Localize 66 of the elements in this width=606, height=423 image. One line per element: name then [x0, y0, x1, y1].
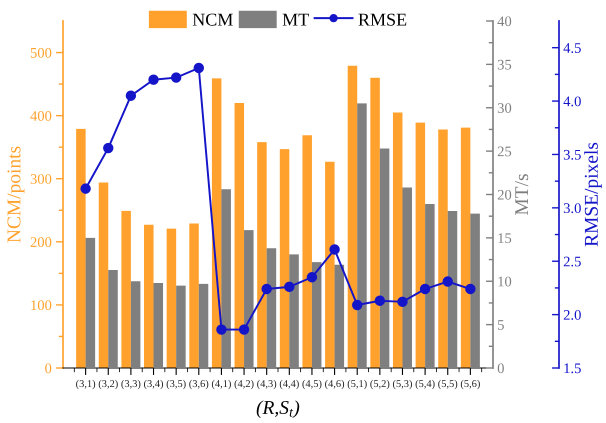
x-tick-label: (3,1) — [76, 380, 96, 390]
point — [329, 244, 340, 255]
y3-tick-label: 4.5 — [563, 43, 581, 53]
point — [103, 142, 114, 154]
x-tick-label: (5,6) — [460, 380, 480, 390]
y-axis-title: NCM/points — [7, 146, 24, 243]
x-tick-label: (3,6) — [189, 380, 208, 390]
y-tick-label: 300 — [30, 174, 52, 184]
x-tick-label: (5,4) — [416, 380, 435, 390]
x-tick-label: (4,3) — [257, 380, 276, 390]
point — [420, 284, 430, 294]
y-tick-label: 100 — [31, 300, 52, 310]
x-tick-label: (5,2) — [370, 380, 390, 390]
point — [148, 74, 159, 85]
y3-axis-title: RMSE/pixels — [584, 142, 602, 246]
y2-tick-label: 0 — [498, 363, 504, 374]
point — [238, 324, 250, 335]
point — [352, 300, 362, 310]
point — [126, 90, 136, 101]
point — [194, 62, 204, 74]
x-tick-label: (4,6) — [325, 380, 344, 390]
y2-tick-label: 25 — [498, 146, 512, 156]
y3-tick-label: 4.0 — [563, 96, 581, 106]
point — [306, 272, 318, 282]
y2-axis-title: MT/s — [515, 174, 528, 216]
point — [284, 282, 295, 292]
x-tick-label: (3,5) — [166, 380, 186, 390]
x-tick-label: (5,1) — [348, 380, 367, 390]
point — [442, 276, 453, 287]
x-tick-label: (3,4) — [144, 380, 164, 390]
x-tick-label: (4,5) — [302, 380, 322, 390]
x-tick-label: (3,3) — [121, 380, 140, 390]
x-axis-title: (R,S$_{t}$) — [256, 400, 300, 418]
bar — [302, 135, 312, 368]
y-tick-label: 400 — [30, 111, 52, 121]
y2-tick-label: 20 — [498, 190, 512, 200]
point — [170, 72, 182, 83]
y2-tick-label: 15 — [498, 233, 512, 244]
y2-tick-label: 10 — [498, 276, 512, 286]
x-tick-label: (4,1) — [212, 380, 231, 390]
x-tick-label: (3,2) — [98, 380, 118, 390]
legend-label: MT — [282, 14, 309, 26]
legend-label: NCM — [192, 14, 233, 26]
y3-tick-label: 2.5 — [564, 256, 581, 266]
point — [397, 296, 408, 308]
y-tick-label: 500 — [30, 48, 52, 58]
y2-tick-label: 40 — [497, 16, 512, 26]
x-tick-label: (5,3) — [392, 380, 412, 390]
point — [216, 324, 227, 335]
y2-tick-label: 35 — [498, 60, 512, 70]
point — [465, 284, 476, 294]
y3-tick-label: 3.0 — [564, 203, 581, 214]
x-tick-label: (5,5) — [438, 380, 458, 390]
y-tick-label: 0 — [45, 363, 52, 374]
x-tick-label: (4,4) — [280, 380, 299, 390]
y3-tick-label: 2.0 — [564, 310, 581, 320]
y-tick-label: 200 — [30, 237, 52, 248]
y2-tick-label: 30 — [498, 103, 512, 113]
point — [374, 296, 386, 306]
point — [261, 284, 272, 294]
y3-tick-label: 3.5 — [564, 150, 581, 160]
x-tick-label: (4,2) — [234, 380, 254, 390]
y2-tick-label: 5 — [498, 320, 504, 330]
y3-tick-label: 1.5 — [564, 363, 581, 374]
point — [80, 183, 91, 194]
legend-label: RMSE — [358, 14, 406, 26]
